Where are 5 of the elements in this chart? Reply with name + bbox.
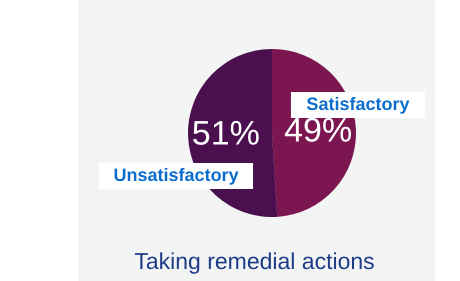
slice-label: Satisfactory (306, 94, 410, 114)
data-label: 51% (192, 114, 260, 152)
slice-label: Unsatisfactory (114, 165, 239, 186)
data-label: 49% (284, 112, 352, 150)
text: Taking remedial actions (134, 248, 375, 274)
